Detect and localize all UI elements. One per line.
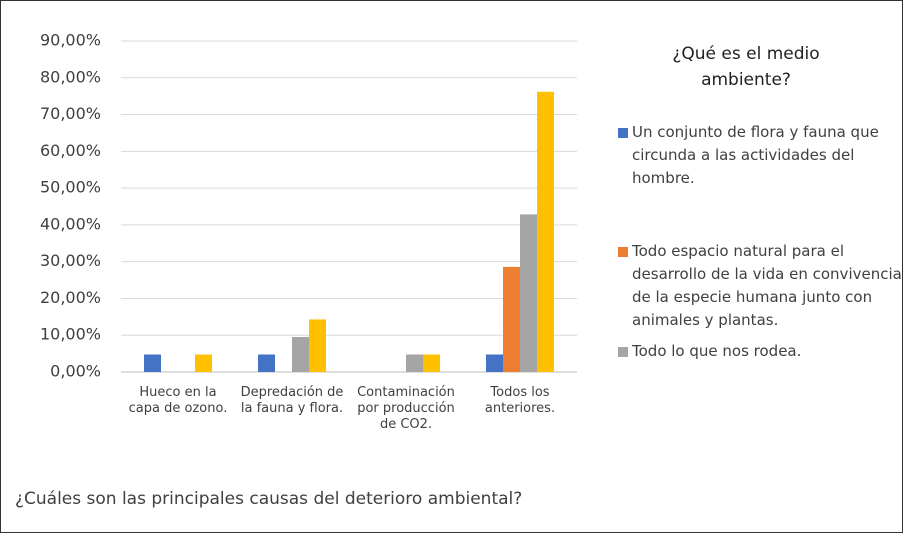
bar <box>258 354 275 372</box>
y-tick-label: 60,00% <box>40 141 101 160</box>
bar <box>406 354 423 372</box>
y-tick-label: 0,00% <box>50 362 101 381</box>
y-tick-label: 20,00% <box>40 288 101 307</box>
y-tick-label: 90,00% <box>40 31 101 50</box>
legend-label: Todo espacio natural para el desarrollo … <box>632 242 902 329</box>
legend-item: Todo espacio natural para el desarrollo … <box>618 240 902 332</box>
bar <box>144 354 161 372</box>
x-axis-title: ¿Cuáles son las principales causas del d… <box>15 489 523 509</box>
bar <box>520 214 537 372</box>
x-tick-label: Depredación de la fauna y flora. <box>240 385 344 416</box>
legend: Un conjunto de flora y fauna que circund… <box>618 121 902 363</box>
bar <box>423 354 440 372</box>
y-tick-label: 30,00% <box>40 251 101 270</box>
bar <box>292 336 309 372</box>
bar <box>503 266 520 372</box>
bar <box>537 91 554 373</box>
legend-item: Todo lo que nos rodea. <box>618 340 902 363</box>
legend-title: ¿Qué es el medio ambiente? <box>672 44 820 90</box>
bar <box>195 354 212 372</box>
y-tick-label: 40,00% <box>40 214 101 233</box>
y-tick-label: 80,00% <box>40 67 101 86</box>
y-tick-label: 10,00% <box>40 325 101 344</box>
legend-item: Un conjunto de flora y fauna que circund… <box>618 121 902 190</box>
legend-label: Un conjunto de flora y fauna que circund… <box>632 123 879 187</box>
legend-swatch <box>618 247 628 257</box>
y-tick-label: 50,00% <box>40 178 101 197</box>
bar <box>486 354 503 372</box>
y-tick-label: 70,00% <box>40 104 101 123</box>
legend-swatch <box>618 347 628 357</box>
bar <box>309 319 326 372</box>
legend-swatch <box>618 128 628 138</box>
x-tick-label: Contaminación por producción de CO2. <box>357 385 455 432</box>
x-tick-label: Todos los anteriores. <box>484 385 556 416</box>
x-tick-label: Hueco en la capa de ozono. <box>128 385 228 416</box>
legend-label: Todo lo que nos rodea. <box>632 342 802 360</box>
